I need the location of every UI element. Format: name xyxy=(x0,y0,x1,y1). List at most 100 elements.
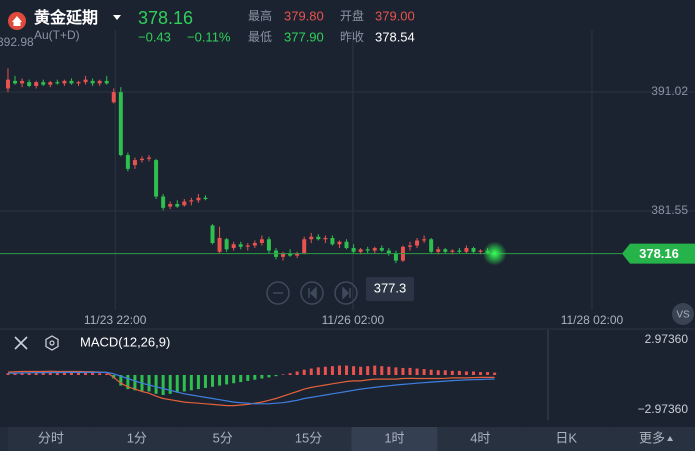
last-price-label: 378.16 xyxy=(639,246,679,261)
macd-bar xyxy=(274,375,278,377)
last-price: 378.16 xyxy=(138,8,193,28)
macd-bar xyxy=(182,375,186,392)
tab-label[interactable]: 4时 xyxy=(470,430,490,445)
macd-bar xyxy=(175,375,179,393)
macd-bar xyxy=(337,365,341,375)
instrument-name[interactable]: 黄金延期 xyxy=(34,8,98,27)
candle-body xyxy=(408,245,413,247)
tooltip-box xyxy=(366,277,414,301)
macd-bar xyxy=(316,367,320,375)
candle-body xyxy=(231,244,236,249)
zoom-out-button[interactable] xyxy=(266,281,290,305)
macd-bar xyxy=(323,366,327,375)
tab-label[interactable]: 15分 xyxy=(295,430,322,445)
tab-label[interactable]: 1分 xyxy=(127,430,147,445)
tab[interactable] xyxy=(265,427,352,451)
tab[interactable] xyxy=(437,427,524,451)
tab-label[interactable]: 更多 xyxy=(639,430,665,445)
tab[interactable] xyxy=(8,427,94,451)
prev-button[interactable] xyxy=(300,281,324,305)
prev-close-value: 378.54 xyxy=(375,29,415,44)
macd-bar xyxy=(48,372,52,375)
candle-body xyxy=(288,253,293,256)
vs-label[interactable]: VS xyxy=(676,310,690,321)
candle-body xyxy=(132,160,137,166)
settings-icon[interactable] xyxy=(45,335,59,351)
open-value: 379.00 xyxy=(375,8,415,23)
candle-body xyxy=(295,253,300,256)
tab[interactable] xyxy=(93,427,180,451)
macd-bar xyxy=(471,371,475,375)
candle-body xyxy=(168,204,173,207)
candle-body xyxy=(147,157,152,159)
header: 黄金延期 Au(T+D) 378.16 −0.43 −0.11% 最高 379.… xyxy=(8,8,415,44)
macd-bar xyxy=(218,375,222,386)
macd-bar xyxy=(443,370,447,375)
candle-body xyxy=(309,236,314,240)
open-label: 开盘 xyxy=(340,8,364,23)
low-value: 377.90 xyxy=(284,29,324,44)
next-button[interactable] xyxy=(334,281,358,305)
macd-bar xyxy=(429,369,433,375)
low-label: 最低 xyxy=(248,30,272,44)
candle-body xyxy=(252,243,257,246)
logo-mark xyxy=(12,16,22,26)
macd-bar xyxy=(288,373,292,375)
macd-bar xyxy=(387,366,391,375)
macd-bar xyxy=(232,375,236,384)
candle-body xyxy=(337,241,342,245)
macd-bar xyxy=(126,375,130,390)
macd-bar xyxy=(41,372,45,375)
macd-bar xyxy=(203,375,207,388)
more-arrow xyxy=(667,436,674,441)
macd-bar xyxy=(352,366,356,375)
macd-bar xyxy=(330,366,334,375)
macd-bar xyxy=(380,366,384,375)
tab-label[interactable]: 日K xyxy=(555,430,577,445)
candle-body xyxy=(224,239,229,250)
vs-button[interactable] xyxy=(672,303,694,325)
settings-icon-center xyxy=(49,340,55,346)
tab-label[interactable]: 5分 xyxy=(213,430,233,445)
macd-line xyxy=(7,371,495,405)
x-tick-label: 11/28 02:00 xyxy=(561,313,624,327)
tab[interactable] xyxy=(179,427,266,451)
candle-body xyxy=(429,239,434,252)
macd-bar xyxy=(27,372,31,375)
instrument-code: Au(T+D) xyxy=(34,28,80,42)
max-label: 392.98 xyxy=(0,35,34,49)
macd-chart: MACD(12,26,9) 2.97360 −2.97360 xyxy=(6,330,688,420)
macd-bar xyxy=(91,372,95,375)
candle-body xyxy=(386,250,391,254)
y-tick-label: 381.55 xyxy=(651,203,688,217)
price-chart: 391.02 381.55 11/23 22:00 11/26 02:00 11/28 … xyxy=(0,30,695,330)
tab[interactable] xyxy=(609,427,695,451)
candle-body xyxy=(245,245,250,247)
macd-bar xyxy=(415,368,419,375)
tab-label[interactable]: 1时 xyxy=(384,430,404,445)
tab[interactable] xyxy=(351,427,438,451)
candle-body xyxy=(62,80,67,84)
macd-bar xyxy=(309,368,313,375)
macd-bar xyxy=(168,375,172,394)
candle-body xyxy=(69,80,74,84)
macd-bar xyxy=(359,366,363,375)
candle-body xyxy=(358,249,363,252)
candle-body xyxy=(13,80,18,84)
candle-body xyxy=(259,239,264,244)
macd-bar xyxy=(408,367,412,375)
tab[interactable] xyxy=(523,427,610,451)
candle-body xyxy=(41,82,46,85)
candle-body xyxy=(90,80,95,84)
macd-bar xyxy=(281,374,285,375)
candle-body xyxy=(48,82,53,85)
tab-label[interactable]: 分时 xyxy=(38,430,64,445)
dropdown-arrow[interactable] xyxy=(113,15,121,20)
macd-bar xyxy=(211,375,215,387)
macd-bar xyxy=(147,375,151,392)
candle-body xyxy=(83,79,88,83)
candle-body xyxy=(266,239,271,251)
y-tick-label: −2.97360 xyxy=(638,402,689,416)
close-indicator-icon[interactable] xyxy=(14,336,28,350)
candle-body xyxy=(139,158,144,161)
